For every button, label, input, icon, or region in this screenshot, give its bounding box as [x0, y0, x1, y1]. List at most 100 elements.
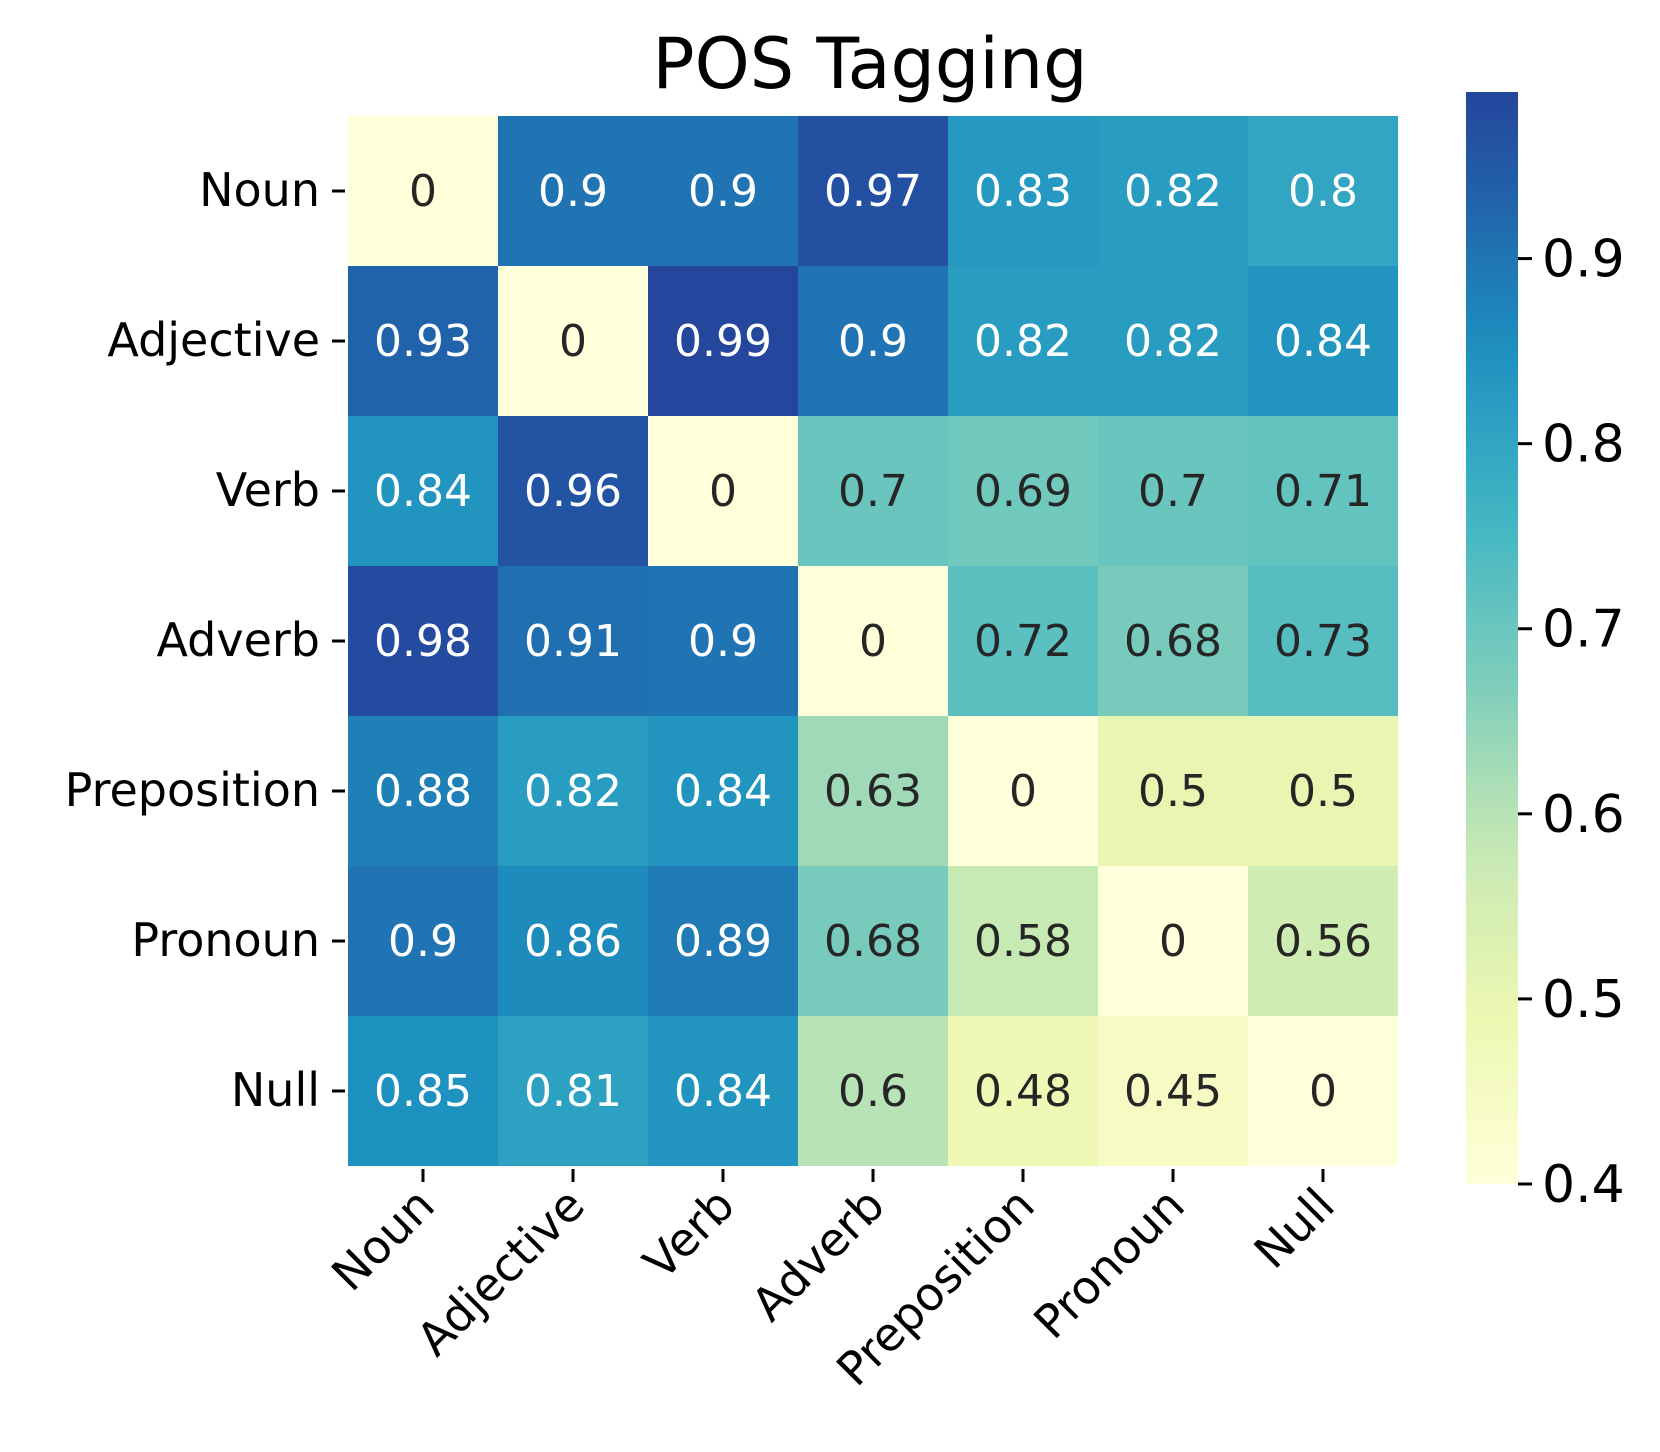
- cell-value-label: 0.7: [838, 466, 908, 517]
- cell-value-label: 0.68: [824, 916, 922, 967]
- x-tick-label: Pronoun: [1023, 1178, 1195, 1350]
- cell-value-label: 0.84: [674, 1066, 772, 1117]
- heatmap-cell: [1248, 266, 1398, 416]
- heatmap-cell: [948, 266, 1098, 416]
- y-tick-label: Adverb: [157, 613, 321, 667]
- colorbar-tick-label: 0.7: [1542, 600, 1625, 660]
- y-tick-label: Preposition: [65, 763, 320, 817]
- cell-value-label: 0: [859, 616, 887, 667]
- heatmap-cell: [948, 716, 1098, 866]
- cell-value-label: 0: [709, 466, 737, 517]
- heatmap-cell: [1248, 416, 1398, 566]
- colorbar-tick-label: 0.8: [1542, 415, 1625, 475]
- heatmap-cell: [348, 866, 498, 1016]
- cell-value-label: 0: [559, 316, 587, 367]
- heatmap-cell: [1098, 1016, 1248, 1166]
- x-tick-label: Noun: [321, 1178, 445, 1302]
- heatmap-cell: [798, 266, 948, 416]
- cell-value-label: 0.9: [688, 616, 758, 667]
- x-tick-label: Verb: [633, 1178, 745, 1290]
- heatmap-cell: [648, 566, 798, 716]
- heatmap-cell: [348, 266, 498, 416]
- heatmap-cell: [798, 1016, 948, 1166]
- cell-value-label: 0.98: [374, 616, 472, 667]
- colorbar: 0.4 0.5 0.6 0.7 0.8 0.9: [1466, 92, 1625, 1215]
- heatmap-cell: [498, 266, 648, 416]
- cell-value-label: 0.48: [974, 1066, 1072, 1117]
- heatmap-cell: [1098, 566, 1248, 716]
- heatmap-cell: [1098, 866, 1248, 1016]
- cell-value-label: 0.7: [1138, 466, 1208, 517]
- cell-value-label: 0.9: [688, 166, 758, 217]
- cell-value-label: 0.84: [374, 466, 472, 517]
- cell-value-label: 0.69: [974, 466, 1072, 517]
- heatmap-cell: [1248, 1016, 1398, 1166]
- cell-value-label: 0.83: [974, 166, 1072, 217]
- heatmap-cell: [798, 866, 948, 1016]
- cell-value-label: 0.73: [1274, 616, 1372, 667]
- heatmap-cell: [498, 116, 648, 266]
- cell-value-label: 0.56: [1274, 916, 1372, 967]
- heatmap-cell: [1098, 416, 1248, 566]
- heatmap-cell: [498, 1016, 648, 1166]
- heatmap-cell: [1098, 116, 1248, 266]
- cell-value-label: 0.71: [1274, 466, 1372, 517]
- heatmap-cell: [948, 416, 1098, 566]
- x-tick-label: Null: [1244, 1178, 1345, 1279]
- cell-value-label: 0.91: [524, 616, 622, 667]
- y-tick-label: Pronoun: [131, 913, 320, 967]
- cell-value-label: 0.82: [974, 316, 1072, 367]
- y-tick-label: Null: [231, 1063, 320, 1117]
- heatmap-cell: [1248, 116, 1398, 266]
- x-tick-label: Adverb: [741, 1178, 895, 1332]
- cell-value-label: 0.8: [1288, 166, 1358, 217]
- heatmap-cell: [498, 716, 648, 866]
- cell-value-label: 0.9: [838, 316, 908, 367]
- heatmap-cell: [498, 566, 648, 716]
- colorbar-tick-label: 0.4: [1542, 1155, 1625, 1215]
- cell-value-label: 0.45: [1124, 1066, 1222, 1117]
- heatmap-cell: [498, 416, 648, 566]
- heatmap-cell: [948, 116, 1098, 266]
- cell-value-label: 0.81: [524, 1066, 622, 1117]
- cell-value-label: 0.88: [374, 766, 472, 817]
- colorbar-gradient: [1466, 92, 1518, 1184]
- colorbar-tick-label: 0.6: [1542, 785, 1625, 845]
- cell-value-label: 0: [409, 166, 437, 217]
- heatmap-cell: [1098, 716, 1248, 866]
- cell-value-label: 0.9: [538, 166, 608, 217]
- y-axis-labels: Noun Adjective Verb Adverb Preposition Pronou…: [65, 163, 345, 1117]
- cell-value-label: 0.84: [1274, 316, 1372, 367]
- cell-value-label: 0.82: [524, 766, 622, 817]
- cell-value-label: 0.68: [1124, 616, 1222, 667]
- chart-title: POS Tagging: [652, 23, 1087, 105]
- heatmap-cell: [1248, 566, 1398, 716]
- heatmap-cell: [348, 416, 498, 566]
- heatmap-cell: [798, 566, 948, 716]
- heatmap-cell: [1098, 266, 1248, 416]
- heatmap-cells: 0 0.9 0.9 0.97 0.83 0.82 0.8 0.93 0 0.99 0.9 0.82 0.…: [348, 116, 1398, 1166]
- cell-value-label: 0.84: [674, 766, 772, 817]
- heatmap-cell: [348, 116, 498, 266]
- cell-value-label: 0.5: [1138, 766, 1208, 817]
- heatmap-cell: [948, 1016, 1098, 1166]
- heatmap-cell: [648, 1016, 798, 1166]
- y-tick-label: Noun: [199, 163, 320, 217]
- heatmap-cell: [648, 866, 798, 1016]
- cell-value-label: 0.9: [388, 916, 458, 967]
- heatmap-cell: [348, 716, 498, 866]
- heatmap-cell: [498, 866, 648, 1016]
- y-tick-label: Adjective: [107, 313, 320, 367]
- cell-value-label: 0.63: [824, 766, 922, 817]
- cell-value-label: 0.6: [838, 1066, 908, 1117]
- cell-value-label: 0.93: [374, 316, 472, 367]
- heatmap-cell: [798, 416, 948, 566]
- heatmap-cell: [648, 416, 798, 566]
- heatmap-cell: [648, 266, 798, 416]
- heatmap-cell: [348, 566, 498, 716]
- cell-value-label: 0.96: [524, 466, 622, 517]
- cell-value-label: 0.86: [524, 916, 622, 967]
- heatmap-cell: [798, 716, 948, 866]
- cell-value-label: 0.5: [1288, 766, 1358, 817]
